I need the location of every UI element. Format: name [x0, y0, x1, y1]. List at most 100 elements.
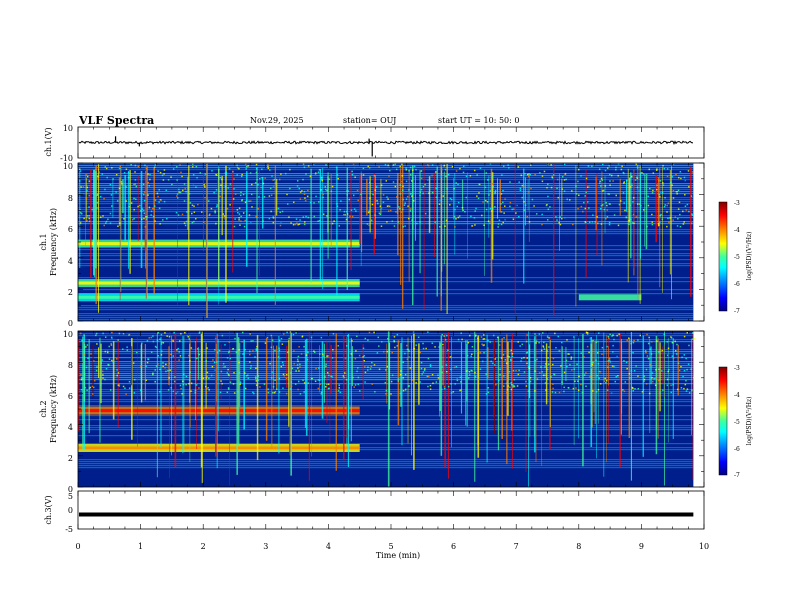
spec1-speckle	[578, 194, 580, 197]
spec2-speckle	[651, 372, 654, 374]
spec1-speckle	[368, 210, 370, 212]
spec1-speckle	[591, 221, 594, 223]
spec2-speckle	[216, 361, 218, 363]
spec1-speckle	[617, 174, 619, 177]
spec2-speckle	[399, 392, 402, 395]
spec1-speckle	[494, 191, 496, 193]
spec1-speckle	[245, 165, 248, 168]
spec2-speckle	[483, 344, 485, 346]
spec1-speckle	[162, 179, 165, 181]
spec2-speckle	[607, 335, 610, 338]
ch1-cb-tick-5: -5	[734, 254, 740, 261]
spec2-speckle	[688, 392, 691, 394]
spec2-speckle	[117, 339, 119, 341]
spec1-speckle	[392, 181, 395, 183]
spec1-speckle	[657, 180, 660, 182]
spec2-speckle	[266, 357, 268, 359]
spec2-row	[78, 415, 694, 417]
spec1-speckle	[237, 167, 239, 169]
spec1-speckle	[580, 175, 582, 177]
ch1-waveform-ylabel: ch.1(V)	[44, 127, 53, 156]
ch2-frequency-label: Frequency (kHz)	[49, 375, 58, 443]
ch1-waveform-trace	[78, 140, 694, 145]
spec2-row	[78, 377, 694, 379]
spec1-speckle	[149, 173, 151, 176]
xtick-6: 6	[451, 542, 456, 551]
spec2-speckle	[109, 389, 112, 391]
spec2-row	[78, 389, 694, 391]
spec2-speckle	[85, 366, 88, 369]
spec2-speckle	[586, 332, 589, 334]
spec1-speckle	[551, 176, 553, 178]
spec2-speckle	[84, 386, 87, 389]
spec1-speckle	[128, 205, 131, 208]
spec1-speckle	[435, 171, 437, 173]
spec2-speckle	[281, 361, 284, 364]
spec2-speckle	[626, 339, 628, 341]
spec1-speckle	[351, 215, 354, 218]
spec2-speckle	[498, 344, 501, 346]
spec2-row	[78, 465, 694, 467]
spec1-speckle	[338, 225, 340, 227]
spec2-speckle	[515, 369, 517, 372]
spec2-speckle	[231, 348, 234, 350]
spec2-speckle	[538, 341, 540, 344]
spec2-speckle	[285, 377, 288, 380]
spec2-speckle	[601, 346, 604, 349]
spec1-speckle	[628, 220, 630, 223]
spec1-speckle	[580, 205, 583, 208]
spec2-speckle	[220, 380, 222, 382]
spec1-speckle	[509, 205, 511, 208]
spec1-speckle	[362, 167, 365, 170]
spec1-speckle	[547, 195, 549, 198]
spec1-speckle	[416, 222, 418, 225]
spec1-speckle	[409, 166, 412, 169]
ch2-ytick-4: 4	[68, 423, 73, 432]
spec2-speckle	[81, 377, 84, 379]
spec2-speckle	[441, 371, 443, 374]
spec2-speckle	[179, 384, 182, 387]
spec1-speckle	[489, 163, 492, 165]
spec1-row	[78, 211, 694, 213]
x-axis-label: Time (min)	[376, 551, 420, 560]
spec2-speckle	[393, 339, 395, 342]
spec2-speckle	[442, 343, 444, 346]
spec1-speckle	[356, 189, 359, 192]
spec2-speckle	[187, 336, 189, 338]
ch2-cb-tick-5: -5	[734, 419, 740, 426]
spec1-speckle	[251, 206, 253, 208]
spec2-speckle	[318, 353, 321, 355]
spec2-speckle	[612, 351, 614, 353]
spec2-speckle	[237, 391, 239, 393]
spec2-speckle	[181, 380, 184, 383]
spec1-speckle	[309, 175, 312, 177]
spec1-speckle	[617, 163, 620, 165]
spec1-speckle	[112, 178, 114, 180]
spec1-speckle	[127, 176, 130, 179]
spec2-speckle	[420, 367, 423, 370]
spec2-speckle	[424, 368, 426, 370]
ch2-cb-tick-4: -4	[734, 392, 740, 399]
spec1-speckle	[232, 198, 235, 200]
spec2-speckle	[550, 376, 552, 378]
spec1-speckle	[88, 220, 91, 223]
spec2-speckle	[91, 393, 94, 395]
spec2-speckle	[368, 331, 371, 334]
spec2-speckle	[252, 391, 254, 394]
spec2-speckle	[606, 389, 609, 391]
spec1-speckle	[679, 213, 681, 216]
spec2-speckle	[250, 365, 252, 367]
spec1-speckle	[339, 209, 341, 211]
ch2-cb-tick-7: -7	[734, 472, 740, 479]
spec1-speckle	[289, 168, 291, 171]
spec2-speckle	[674, 340, 676, 343]
spec1-speckle	[426, 179, 429, 181]
spec1-speckle	[561, 188, 563, 190]
spec1-speckle	[279, 211, 281, 214]
spec1-speckle	[177, 214, 180, 216]
spec1-speckle	[601, 163, 604, 166]
spec1-speckle	[669, 181, 672, 184]
spec1-speckle	[387, 210, 390, 212]
spec2-speckle	[239, 383, 241, 385]
spec2-speckle	[583, 356, 585, 358]
